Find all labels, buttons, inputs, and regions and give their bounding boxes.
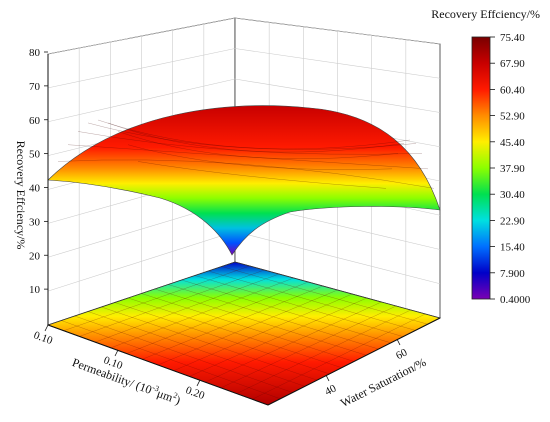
colorbar-tick-label: 45.40: [500, 137, 525, 149]
floor-mesh-line: [126, 281, 309, 354]
y-tick-mark: [325, 374, 330, 382]
x-tick-mark: [114, 349, 119, 357]
floor-mesh-line: [74, 315, 293, 393]
z-tick-label: 10: [29, 284, 41, 296]
floor-mesh-line: [205, 301, 382, 383]
colorbar-title: Recovery Effciency/%: [431, 7, 540, 21]
x-tick-label: 0.10: [32, 329, 55, 347]
colorbar-ticks: 75.40 67.90 60.40 52.90 45.40 37.90 30.40 22.90…: [490, 32, 531, 306]
z-tick-label: 20: [29, 250, 41, 262]
colorbar-tick-label: 67.90: [500, 58, 525, 70]
y-tick-mark: [396, 338, 401, 346]
floor-mesh-line: [142, 285, 323, 360]
floor-mesh-line: [95, 273, 280, 343]
floor-mesh-line: [194, 275, 404, 337]
colorbar-tick-label: 30.40: [500, 189, 525, 201]
surface-mesh-line: [127, 144, 393, 170]
colorbar: [471, 36, 491, 300]
colorbar-tick-label: 37.90: [500, 163, 525, 175]
floor-mesh-line: [141, 293, 355, 362]
x-tick-label: 0.20: [184, 384, 207, 402]
floor-mesh-line: [61, 320, 281, 400]
z-tick-label: 30: [29, 216, 41, 228]
floor-mesh-line: [173, 293, 353, 371]
x-tick-mark: [44, 324, 49, 332]
z-tick-label: 70: [29, 81, 41, 93]
z-tick-label: 50: [29, 149, 41, 161]
floor-mesh-line: [252, 313, 426, 400]
surface: [47, 105, 441, 256]
floor-mesh-line: [220, 305, 397, 389]
floor-mesh-line: [154, 288, 367, 356]
z-axis-label: Recovery Effciency/%: [14, 141, 28, 250]
surface-mesh-line: [97, 119, 411, 150]
colorbar-tick-label: 52.90: [500, 111, 525, 123]
colorbar-tick-label: 0.4000: [500, 294, 531, 306]
colorbar-tick-label: 22.90: [500, 215, 525, 227]
surface-mesh-line: [67, 144, 429, 170]
floor-mesh: [61, 265, 428, 400]
x-tick-mark: [196, 379, 201, 387]
colorbar-tick-label: 75.40: [500, 32, 525, 44]
z-tick-label: 60: [29, 115, 41, 127]
z-tick-label: 80: [29, 47, 41, 59]
floor-mesh-line: [79, 269, 265, 337]
surface-mesh-line: [57, 159, 435, 189]
floor-mesh-line: [128, 297, 342, 368]
surface-mesh-line: [137, 161, 387, 189]
floor-mesh-line: [221, 266, 428, 325]
surface-mesh-line: [117, 131, 399, 160]
x-axis-line: [47, 324, 269, 406]
surface-mesh-line: [77, 131, 423, 155]
surface-mesh-line: [87, 122, 417, 150]
floor-mesh-line: [181, 279, 391, 344]
floor-mesh-line: [168, 284, 379, 350]
surface-mesh-line: [107, 122, 405, 153]
floor-mesh-line: [208, 270, 416, 331]
floor-mesh-line: [63, 265, 250, 331]
surface-mesh: [57, 119, 435, 189]
floor-mesh-line: [114, 302, 330, 375]
colorbar-tick-label: 60.40: [500, 84, 525, 96]
floor-mesh-line: [87, 311, 305, 387]
y-tick-label: 40: [323, 382, 339, 398]
y-axis-line: [267, 317, 441, 406]
floor-mesh-line: [189, 297, 367, 377]
y-tick-label: 60: [394, 346, 410, 362]
floor-mesh-line: [101, 306, 318, 381]
floor-mesh-line: [110, 277, 294, 349]
z-ticks: 80 70 60 50 40 30 20 10: [29, 47, 48, 296]
floor-mesh-line: [157, 289, 338, 366]
z-tick-label: 40: [29, 183, 41, 195]
colorbar-tick-label: 7.900: [500, 268, 525, 280]
floor-mesh-line: [236, 309, 411, 394]
colorbar-tick-label: 15.40: [500, 242, 525, 254]
